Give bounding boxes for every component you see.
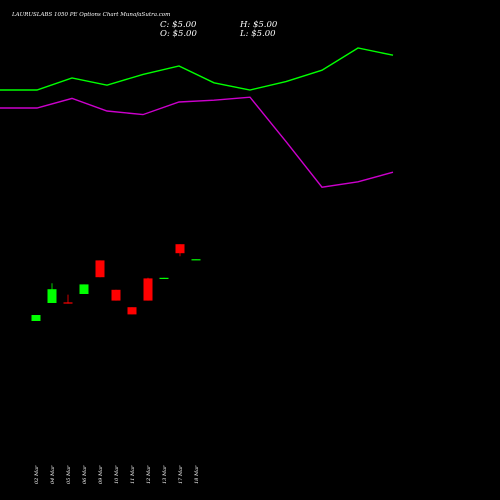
candle-body bbox=[175, 244, 185, 254]
date-label: 02 Mar bbox=[34, 465, 40, 484]
high-readout: H: $5.00 bbox=[239, 20, 278, 30]
date-label: 10 Mar bbox=[114, 465, 120, 484]
chart-title: LAURUSLABS 1050 PE Options Chart MunafaS… bbox=[11, 12, 170, 18]
candle-05-mar bbox=[63, 294, 73, 304]
candle-body bbox=[63, 302, 73, 304]
low-readout: L: $5.00 bbox=[239, 29, 276, 39]
close-readout: C: $5.00 bbox=[160, 20, 197, 30]
x-axis-dates: 02 Mar 04 Mar 05 Mar 06 Mar 09 Mar 10 Mar 11 M… bbox=[34, 465, 200, 484]
overlay-line-1 bbox=[0, 47, 394, 91]
candle-body bbox=[31, 315, 41, 321]
candle-body bbox=[127, 307, 137, 315]
date-label: 18 Mar bbox=[194, 465, 200, 484]
overlay-line-2 bbox=[0, 96, 394, 188]
candle-17-mar bbox=[175, 244, 185, 257]
date-label: 11 Mar bbox=[130, 465, 136, 484]
date-label: 17 Mar bbox=[178, 465, 184, 484]
candles bbox=[31, 244, 201, 321]
candle-body bbox=[95, 260, 105, 278]
open-readout: O: $5.00 bbox=[160, 29, 197, 39]
candle-04-mar bbox=[47, 283, 57, 303]
candle-body bbox=[47, 289, 57, 303]
candle-18-mar bbox=[191, 259, 201, 261]
candle-body bbox=[191, 259, 201, 261]
candle-10-mar bbox=[111, 289, 121, 301]
date-label: 06 Mar bbox=[82, 465, 88, 484]
candle-body bbox=[159, 277, 169, 279]
candle-11-mar bbox=[127, 307, 137, 315]
candle-02-mar bbox=[31, 315, 41, 321]
candle-06-mar bbox=[79, 284, 89, 294]
date-label: 05 Mar bbox=[66, 465, 72, 484]
candle-body bbox=[143, 278, 153, 301]
date-label: 12 Mar bbox=[146, 465, 152, 484]
date-label: 13 Mar bbox=[162, 465, 168, 484]
overlay-lines bbox=[0, 47, 394, 188]
date-label: 09 Mar bbox=[98, 465, 104, 484]
candle-12-mar bbox=[143, 277, 153, 301]
date-label: 04 Mar bbox=[50, 465, 56, 484]
candle-13-mar bbox=[159, 277, 169, 279]
candle-body bbox=[79, 284, 89, 294]
candle-body bbox=[111, 289, 121, 301]
candle-09-mar bbox=[95, 260, 105, 278]
